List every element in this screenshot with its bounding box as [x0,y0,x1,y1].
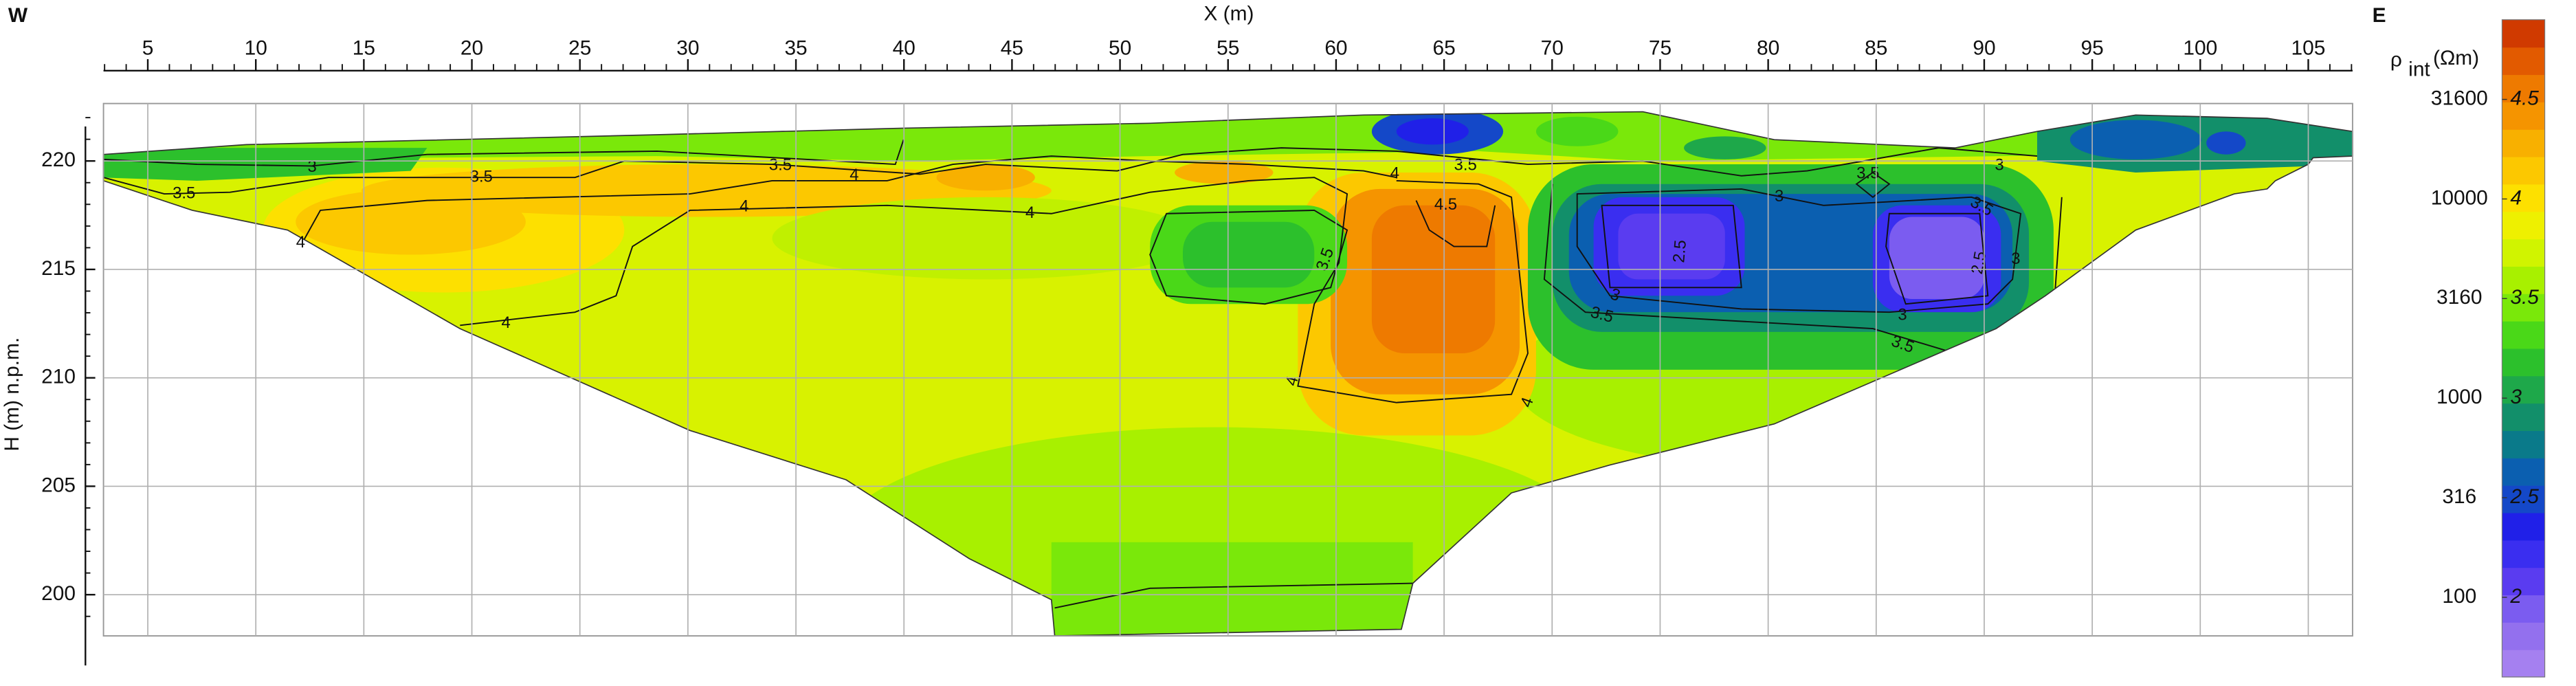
colorbar-band [2502,540,2545,568]
colorbar-band [2502,348,2545,377]
x-axis-title: X (m) [1203,2,1254,25]
contour-label: 4.5 [1434,195,1457,214]
colorbar-band [2502,650,2545,678]
x-tick-label: 80 [1757,37,1779,60]
colorbar-subscript: int [2408,58,2430,81]
x-tick-label: 35 [784,37,807,60]
x-tick-label: 30 [676,37,699,60]
colorbar-resistivity-label: 31600 [2431,87,2488,109]
colorbar-band [2502,294,2545,322]
y-tick-label: 205 [41,474,76,496]
x-tick-label: 85 [1865,37,1887,60]
x-tick-label: 10 [245,37,267,60]
colorbar-tick-label: 2 [2509,585,2522,608]
colorbar-band [2502,458,2545,486]
x-tick-label: 25 [568,37,591,60]
x-tick-label: 105 [2291,37,2326,60]
colorbar-band [2502,156,2545,185]
colorbar-band [2502,512,2545,541]
colorbar-band [2502,211,2545,240]
y-tick-label: 210 [41,366,76,388]
contour-label: 4 [1025,203,1034,222]
colorbar-band [2502,567,2545,596]
colorbar-band [2502,102,2545,130]
colorbar-band [2502,266,2545,294]
colorbar-band [2502,47,2545,76]
colorbar-band [2502,320,2545,349]
contour-label: 4 [296,233,305,252]
colorbar-resistivity-label: 316 [2442,485,2476,508]
x-tick-label: 60 [1324,37,1347,60]
colorbar-resistivity-label: 3160 [2436,286,2482,309]
east-label: E [2373,4,2386,27]
colorbar-frame [2501,19,2546,678]
x-tick-label: 5 [142,37,154,60]
contour-label: 4 [850,166,858,184]
colorbar-tick-label: 4 [2510,186,2522,209]
colorbar-band [2502,129,2545,157]
colorbar-band [2502,595,2545,623]
contour-label: 4 [740,197,748,216]
contour-label: 2.5 [1669,239,1690,263]
x-tick-label: 55 [1217,37,1239,60]
contour-label: 3 [1775,187,1784,206]
contour-label: 3 [1995,156,2003,175]
y-axis-title: H (m) n.p.m. [1,338,23,452]
colorbar-resistivity-label: 10000 [2431,186,2488,209]
x-tick-label: 75 [1649,37,1672,60]
x-tick-label: 95 [2081,37,2104,60]
contour-label: 4 [1390,164,1399,183]
colorbar-band [2502,485,2545,513]
colorbar-resistivity-label: 100 [2442,585,2476,608]
contour-label: 2.5 [1968,250,1990,276]
x-tick-label: 15 [353,37,375,60]
west-label: W [8,4,28,27]
x-tick-label: 20 [460,37,483,60]
x-tick-label: 70 [1541,37,1564,60]
colorbar-band [2502,375,2545,404]
colorbar-band [2502,403,2545,432]
colorbar-tick-label: 3 [2510,386,2522,408]
contour-label: 3 [2011,250,2020,268]
colorbar-tick-label: 4.5 [2510,87,2539,109]
colorbar-band [2502,19,2545,48]
y-tick-label: 220 [41,148,76,171]
x-tick-label: 50 [1109,37,1131,60]
colorbar-band [2502,184,2545,212]
contour-label: 3 [308,157,317,176]
x-tick-label: 100 [2183,37,2217,60]
y-tick-label: 215 [41,257,76,280]
contour-label: 3 [1898,305,1907,324]
x-tick-label: 40 [893,37,915,60]
contour-labels: 3 3.5 3.5 4 4 3.5 4 4 4 4 3.5 4.5 3.5 4 … [173,156,2020,410]
colorbar-tick-label: 3.5 [2510,286,2539,309]
colorbar-symbol: ρ [2390,48,2402,71]
contour-label: 3.5 [1856,164,1879,183]
y-tick-label: 200 [41,582,76,605]
contour-label: 3.5 [173,184,195,202]
colorbar-band [2502,239,2545,267]
contour-label: 4 [502,313,511,332]
x-tick-label: 45 [1001,37,1023,60]
colorbar-band [2502,430,2545,458]
x-tick-label: 90 [1973,37,1995,60]
colorbar-unit: (Ωm) [2433,47,2479,69]
colorbar-tick-label: 2.5 [2509,485,2539,508]
contour-label: 3.5 [470,167,493,186]
colorbar-band [2502,74,2545,102]
colorbar-band [2502,622,2545,650]
colorbar-resistivity-label: 1000 [2436,386,2482,408]
x-tick-label: 65 [1432,37,1455,60]
contour-label: 3.5 [769,156,792,175]
section-outline [102,111,2353,637]
contour-label: 3.5 [1454,156,1477,175]
